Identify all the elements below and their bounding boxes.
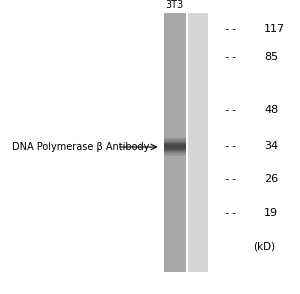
- Text: --: --: [224, 52, 244, 62]
- Bar: [164, 143, 186, 144]
- Bar: [164, 141, 186, 142]
- Bar: [164, 142, 186, 143]
- Text: 85: 85: [264, 52, 278, 62]
- Bar: [164, 152, 186, 153]
- Text: 34: 34: [264, 141, 278, 151]
- Text: 117: 117: [264, 24, 285, 34]
- Bar: [164, 149, 186, 150]
- Text: 26: 26: [264, 174, 278, 184]
- Bar: [164, 154, 186, 155]
- Text: 19: 19: [264, 208, 278, 218]
- Bar: [164, 151, 186, 152]
- Bar: [164, 148, 186, 149]
- Bar: [164, 13, 186, 272]
- Text: (kD): (kD): [254, 242, 276, 252]
- Bar: [164, 147, 186, 148]
- Text: 3T3: 3T3: [166, 0, 184, 10]
- Bar: [164, 139, 186, 140]
- Bar: [164, 155, 186, 156]
- Text: --: --: [224, 208, 244, 218]
- Bar: [164, 138, 186, 139]
- Bar: [164, 146, 186, 147]
- Bar: [164, 150, 186, 151]
- Bar: [164, 153, 186, 154]
- Text: --: --: [224, 24, 244, 34]
- Bar: [164, 140, 186, 141]
- Text: --: --: [224, 174, 244, 184]
- Text: DNA Polymerase β Antibody: DNA Polymerase β Antibody: [12, 142, 150, 152]
- Text: --: --: [224, 141, 244, 151]
- Bar: [164, 144, 186, 145]
- Text: 48: 48: [264, 105, 278, 115]
- Text: --: --: [224, 105, 244, 115]
- Bar: [164, 145, 186, 146]
- Bar: [188, 13, 208, 272]
